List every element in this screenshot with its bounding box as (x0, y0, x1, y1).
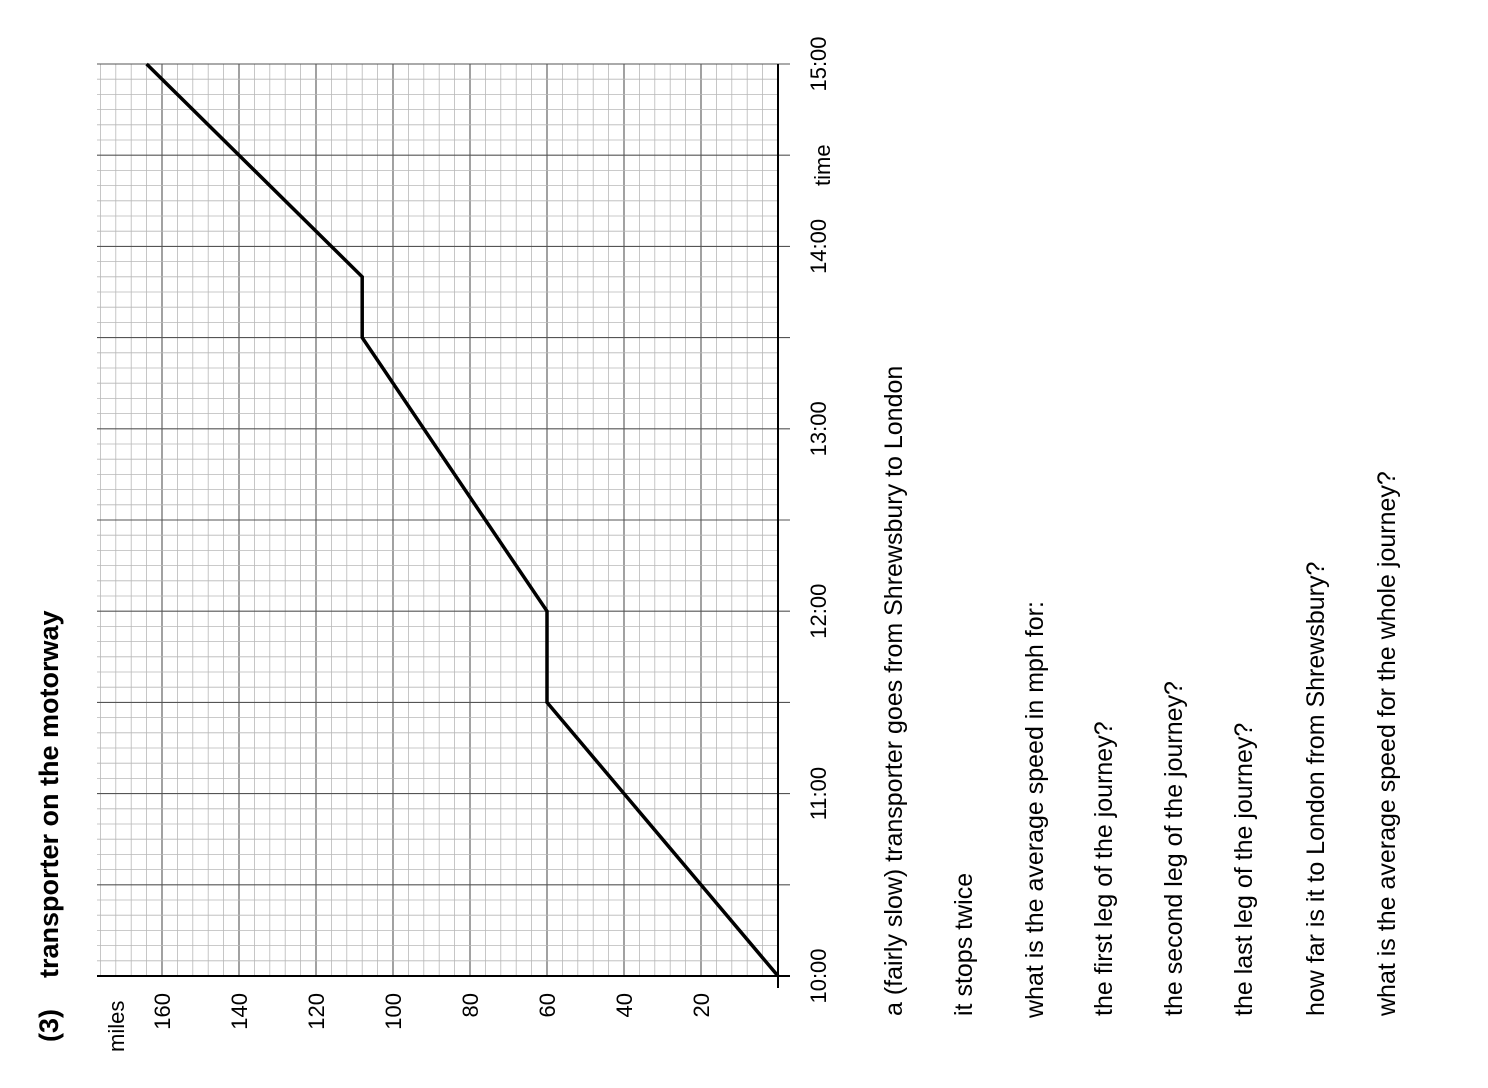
x-tick-label: 11:00 (806, 767, 831, 820)
x-tick-label: 15:00 (806, 36, 831, 91)
y-tick-label: 100 (381, 993, 406, 1030)
chart-title: transporter on the motorway (34, 610, 64, 978)
series-layer (145, 62, 780, 978)
x-tick-label: 13:00 (806, 401, 831, 456)
question-number: (3) (34, 1009, 64, 1042)
y-tick-label: 20 (689, 993, 714, 1017)
y-tick-label: 40 (612, 993, 637, 1017)
question-line: the second leg of the journey? (1160, 681, 1188, 1016)
question-line: it stops twice (950, 873, 978, 1016)
x-tick-label: 14:00 (806, 219, 831, 274)
tick-labels: 10:00 11:00 12:00 13:00 14:00 15:00 20 40 60 80 10… (150, 36, 831, 1029)
y-axis-label: miles (104, 1001, 129, 1052)
x-axis-label: time (810, 144, 835, 186)
chart-text: (3) transporter on the motorway miles ti… (34, 144, 835, 1052)
series-line (145, 62, 780, 978)
y-tick-label: 120 (304, 993, 329, 1030)
question-line: a (fairly slow) transporter goes from Sh… (880, 366, 908, 1016)
x-tick-label: 10:00 (806, 948, 831, 1003)
y-tick-label: 60 (535, 993, 560, 1017)
question-line: the first leg of the journey? (1090, 721, 1118, 1016)
question-text: a (fairly slow) transporter goes from Sh… (880, 366, 1401, 1019)
y-tick-label: 140 (227, 993, 252, 1030)
question-line: what is the average speed for the whole … (1373, 471, 1401, 1017)
question-line: what is the average speed in mph for: (1021, 601, 1049, 1019)
question-line: the last leg of the journey? (1230, 723, 1258, 1016)
grid (97, 63, 790, 988)
x-tick-label: 12:00 (806, 584, 831, 639)
y-tick-label: 80 (458, 993, 483, 1017)
question-line: how far is it to London from Shrewsbury? (1302, 562, 1330, 1016)
y-tick-label: 160 (150, 993, 175, 1030)
